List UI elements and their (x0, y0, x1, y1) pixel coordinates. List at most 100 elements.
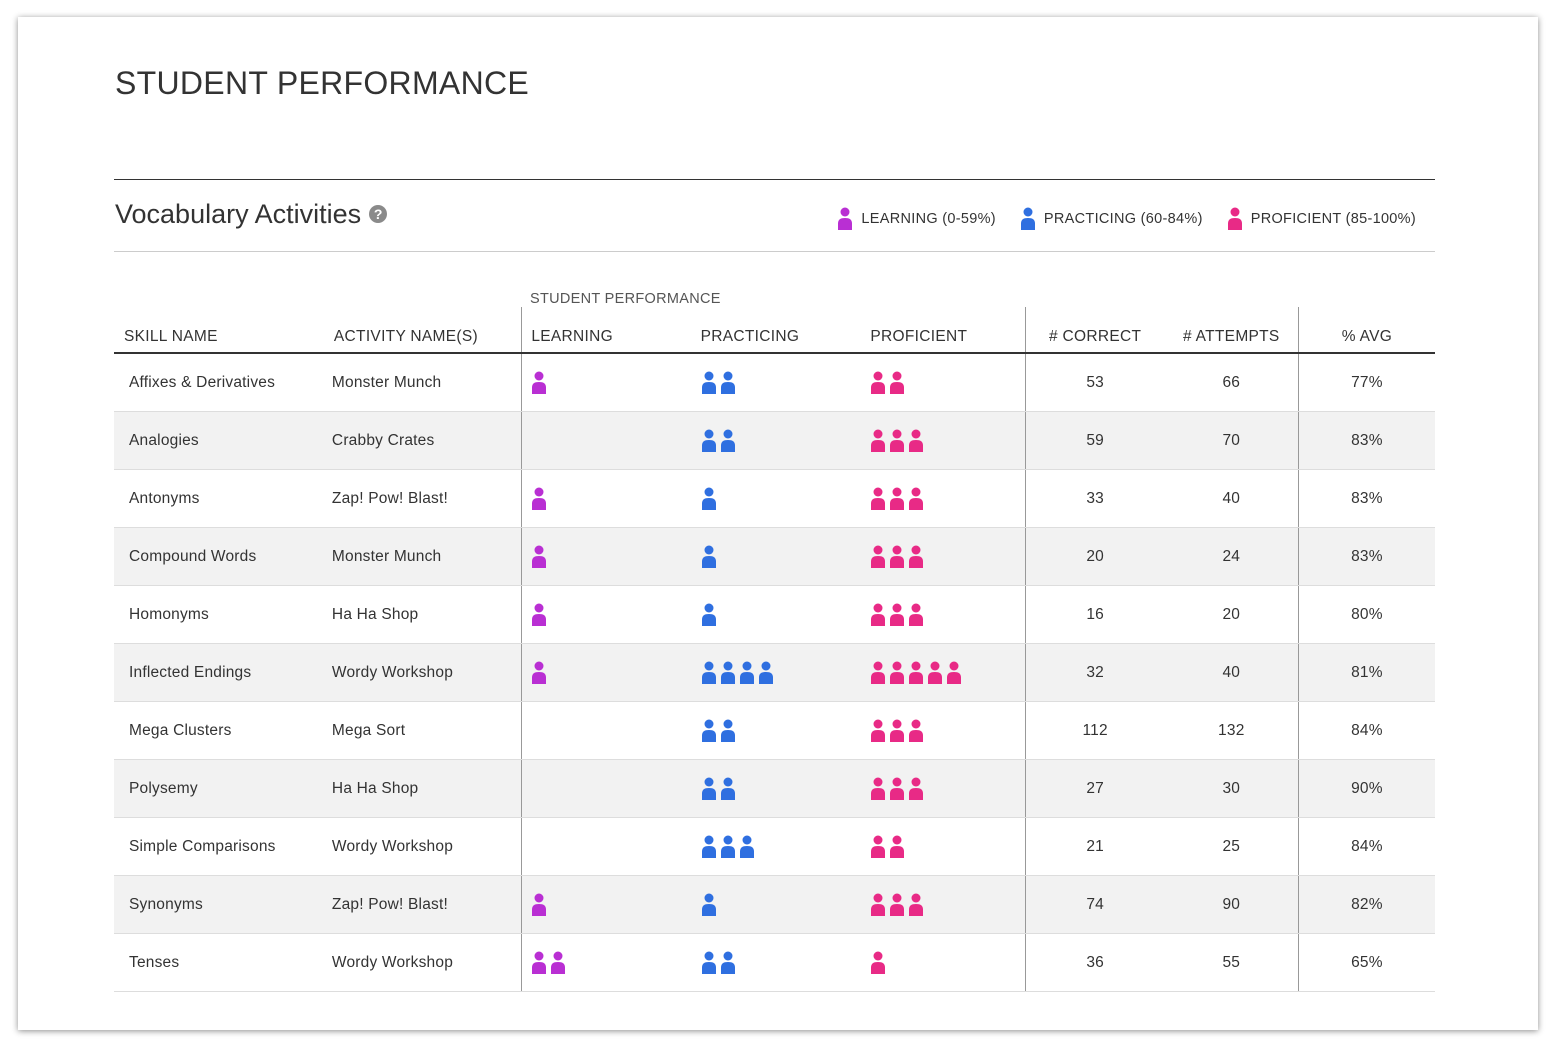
average-percent: 81% (1297, 643, 1435, 702)
person-icon (720, 835, 735, 858)
person-icon (871, 661, 886, 684)
practicing-students-cell (691, 875, 862, 934)
person-icon (1227, 207, 1242, 230)
proficient-students-cell (861, 817, 1026, 876)
table-row[interactable]: Compound Words Monster Munch 20 24 83% (114, 527, 1435, 586)
learning-students-cell (521, 701, 692, 760)
proficient-student-icons (870, 371, 1024, 395)
practicing-students-cell (691, 469, 862, 528)
practicing-students-cell (691, 585, 862, 644)
col-header-skill-name[interactable]: SKILL NAME (114, 307, 318, 354)
table-row[interactable]: Mega Clusters Mega Sort 112 132 84% (114, 701, 1435, 760)
practicing-student-icons (701, 661, 862, 685)
person-icon (890, 545, 905, 568)
proficient-student-icons (870, 661, 1024, 685)
person-icon (720, 951, 735, 974)
person-icon (701, 487, 716, 510)
legend-label: PROFICIENT (85-100%) (1250, 211, 1416, 227)
learning-student-icons (531, 893, 691, 917)
skill-name: Inflected Endings (114, 643, 318, 702)
practicing-students-cell (691, 759, 862, 818)
col-header-attempts[interactable]: # ATTEMPTS (1164, 307, 1299, 354)
proficient-students-cell (861, 875, 1026, 934)
proficient-student-icons (870, 777, 1024, 801)
person-icon (720, 661, 735, 684)
table-row[interactable]: Homonyms Ha Ha Shop 16 20 80% (114, 585, 1435, 644)
table-row[interactable]: Inflected Endings Wordy Workshop 32 40 81% (114, 643, 1435, 702)
correct-count: 32 (1024, 643, 1165, 702)
activity-name: Zap! Pow! Blast! (317, 875, 522, 934)
person-icon (758, 661, 773, 684)
person-icon (890, 719, 905, 742)
proficient-student-icons (870, 893, 1024, 917)
table-row[interactable]: Tenses Wordy Workshop 36 55 65% (114, 933, 1435, 992)
learning-students-cell (521, 933, 692, 992)
activity-name: Zap! Pow! Blast! (317, 469, 522, 528)
col-header-learning[interactable]: LEARNING (521, 307, 692, 354)
person-icon (890, 603, 905, 626)
practicing-student-icons (701, 835, 862, 859)
average-percent: 84% (1297, 701, 1435, 760)
skill-name: Homonyms (114, 585, 318, 644)
col-header-proficient[interactable]: PROFICIENT (861, 307, 1026, 354)
table-row[interactable]: Antonyms Zap! Pow! Blast! 33 40 83% (114, 469, 1435, 528)
person-icon (909, 661, 924, 684)
table-row[interactable]: Analogies Crabby Crates 59 70 83% (114, 411, 1435, 470)
col-header-practicing[interactable]: PRACTICING (691, 307, 862, 354)
proficient-students-cell (861, 353, 1026, 412)
person-icon (890, 893, 905, 916)
average-percent: 65% (1297, 933, 1435, 992)
practicing-student-icons (701, 545, 862, 569)
person-icon (739, 835, 754, 858)
person-icon (871, 371, 886, 394)
correct-count: 33 (1024, 469, 1165, 528)
person-icon (701, 603, 716, 626)
practicing-students-cell (691, 701, 862, 760)
person-icon (1020, 207, 1035, 230)
activity-name: Monster Munch (317, 527, 522, 586)
practicing-students-cell (691, 643, 862, 702)
person-icon (720, 429, 735, 452)
question-circle-icon[interactable]: ? (369, 204, 388, 223)
table-row[interactable]: Affixes & Derivatives Monster Munch 53 66 77… (114, 353, 1435, 412)
skill-name: Tenses (114, 933, 318, 992)
col-header-correct[interactable]: # CORRECT (1024, 307, 1165, 354)
proficient-student-icons (870, 545, 1024, 569)
learning-student-icons (531, 545, 691, 569)
col-header-avg[interactable]: % AVG (1297, 307, 1435, 354)
legend-item-proficient: PROFICIENT (85-100%) (1227, 207, 1416, 231)
person-icon (871, 835, 886, 858)
col-header-activity-names[interactable]: ACTIVITY NAME(S) (317, 307, 522, 354)
person-icon (701, 951, 716, 974)
person-icon (871, 893, 886, 916)
practicing-students-cell (691, 817, 862, 876)
practicing-student-icons (701, 893, 862, 917)
learning-students-cell (521, 817, 692, 876)
section-title: Vocabulary Activities (115, 199, 362, 229)
correct-count: 53 (1024, 353, 1165, 412)
title-divider (114, 179, 1435, 180)
person-icon (871, 777, 886, 800)
person-icon (890, 429, 905, 452)
performance-legend: LEARNING (0-59%) PRACTICING (60-84%) PROFI… (837, 207, 1416, 231)
practicing-student-icons (701, 371, 862, 395)
proficient-students-cell (861, 469, 1026, 528)
table-row[interactable]: Polysemy Ha Ha Shop 27 30 90% (114, 759, 1435, 818)
average-percent: 83% (1297, 411, 1435, 470)
person-icon (947, 661, 962, 684)
person-icon (701, 661, 716, 684)
correct-count: 36 (1024, 933, 1165, 992)
learning-student-icons (531, 371, 691, 395)
person-icon (532, 893, 547, 916)
practicing-student-icons (701, 487, 862, 511)
skill-name: Polysemy (114, 759, 318, 818)
person-icon (701, 835, 716, 858)
person-icon (701, 371, 716, 394)
practicing-student-icons (701, 951, 862, 975)
person-icon (720, 371, 735, 394)
table-row[interactable]: Simple Comparisons Wordy Workshop 21 25 84% (114, 817, 1435, 876)
person-icon (720, 719, 735, 742)
person-icon (909, 603, 924, 626)
table-row[interactable]: Synonyms Zap! Pow! Blast! 74 90 82% (114, 875, 1435, 934)
person-icon (871, 719, 886, 742)
